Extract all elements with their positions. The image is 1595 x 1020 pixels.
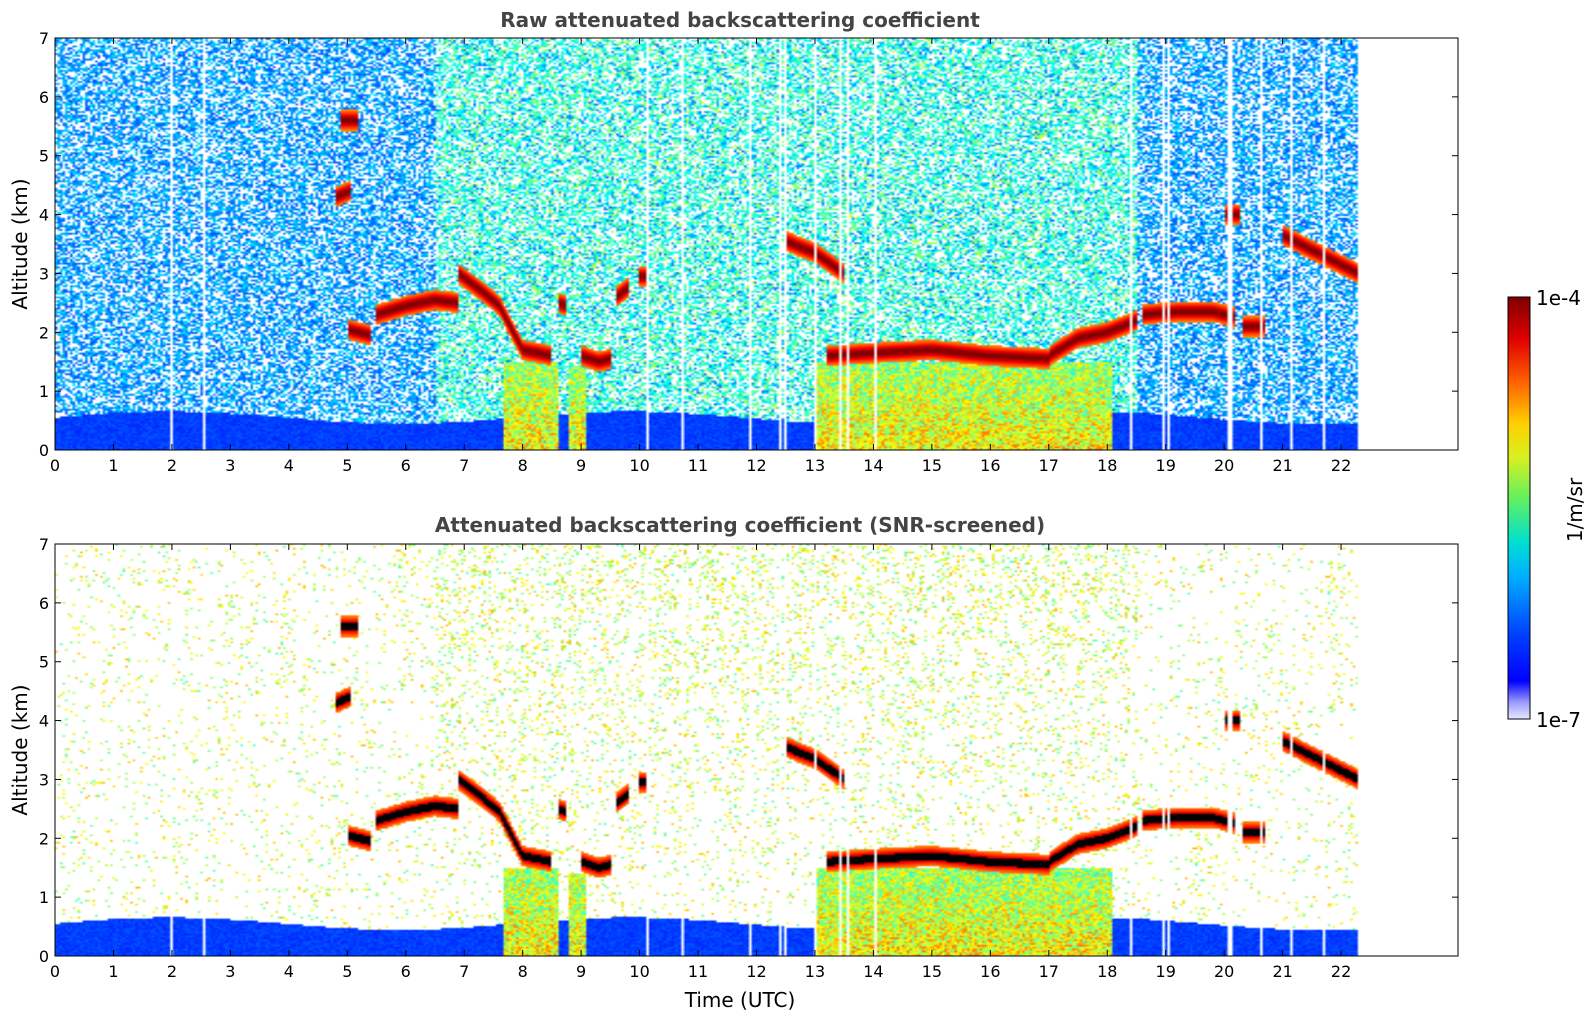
x-tick-label: 3 (225, 456, 235, 475)
heatmap-image-screened (55, 544, 1458, 956)
y-tick-label: 0 (39, 947, 49, 966)
y-axis-label-raw: Altitude (km) (8, 178, 32, 309)
panel-raw: Raw attenuated backscattering coefficien… (8, 8, 1459, 475)
x-tick-label: 18 (1097, 962, 1117, 981)
x-tick-label: 1 (108, 456, 118, 475)
y-tick-label: 5 (39, 653, 49, 672)
y-tick-label: 4 (39, 712, 49, 731)
y-tick-label: 7 (39, 535, 49, 554)
colorbar-min-label: 1e-7 (1536, 708, 1581, 732)
x-tick-label: 6 (401, 962, 411, 981)
x-tick-label: 7 (459, 456, 469, 475)
x-tick-label: 20 (1214, 962, 1234, 981)
y-axis-raw: 0 1 2 3 4 5 6 7 (39, 29, 1458, 460)
y-tick-label: 6 (39, 88, 49, 107)
x-tick-label: 0 (50, 456, 60, 475)
y-tick-label: 6 (39, 594, 49, 613)
x-tick-label: 20 (1214, 456, 1234, 475)
x-tick-label: 13 (805, 962, 825, 981)
heatmap-image-raw (55, 38, 1458, 450)
chart-title-raw: Raw attenuated backscattering coefficien… (500, 8, 980, 32)
y-tick-label: 1 (39, 382, 49, 401)
y-tick-label: 3 (39, 264, 49, 283)
x-tick-label: 22 (1331, 456, 1351, 475)
panel-screened: Attenuated backscattering coefficient (S… (8, 513, 1459, 1012)
y-tick-label: 7 (39, 29, 49, 48)
x-tick-label: 13 (805, 456, 825, 475)
x-tick-label: 22 (1331, 962, 1351, 981)
y-tick-label: 3 (39, 770, 49, 789)
x-tick-label: 7 (459, 962, 469, 981)
x-tick-label: 8 (518, 962, 528, 981)
x-tick-label: 15 (922, 456, 942, 475)
x-tick-label: 2 (167, 456, 177, 475)
y-tick-label: 2 (39, 829, 49, 848)
x-axis-label: Time (UTC) (684, 988, 796, 1012)
x-tick-label: 14 (863, 962, 883, 981)
x-tick-label: 19 (1156, 962, 1176, 981)
y-tick-label: 1 (39, 888, 49, 907)
x-tick-label: 21 (1272, 962, 1292, 981)
y-tick-label: 4 (39, 206, 49, 225)
x-tick-label: 5 (342, 456, 352, 475)
x-tick-label: 9 (576, 962, 586, 981)
y-tick-label: 5 (39, 147, 49, 166)
x-tick-label: 16 (980, 456, 1000, 475)
colorbar-max-label: 1e-4 (1536, 286, 1581, 310)
y-tick-label: 2 (39, 323, 49, 342)
x-tick-label: 5 (342, 962, 352, 981)
x-tick-label: 12 (746, 962, 766, 981)
x-tick-label: 4 (284, 456, 294, 475)
x-tick-label: 15 (922, 962, 942, 981)
x-axis-raw: 0 1 2 3 4 5 6 7 8 9 10 11 12 13 14 15 16 17 18 19 20 21 22 (50, 38, 1351, 475)
x-tick-label: 3 (225, 962, 235, 981)
x-tick-label: 6 (401, 456, 411, 475)
y-axis-label-screened: Altitude (km) (8, 684, 32, 815)
colorbar-unit-label: 1/m/sr (1563, 477, 1587, 542)
x-tick-label: 4 (284, 962, 294, 981)
x-tick-label: 11 (688, 962, 708, 981)
x-tick-label: 10 (629, 962, 649, 981)
x-tick-label: 2 (167, 962, 177, 981)
x-tick-label: 17 (1039, 456, 1059, 475)
colorbar: 1e-4 1e-7 1/m/sr (1507, 286, 1587, 732)
x-tick-label: 8 (518, 456, 528, 475)
x-tick-label: 18 (1097, 456, 1117, 475)
colorbar-gradient (1507, 296, 1531, 720)
y-tick-label: 0 (39, 441, 49, 460)
x-tick-label: 17 (1039, 962, 1059, 981)
x-tick-label: 9 (576, 456, 586, 475)
x-tick-label: 19 (1156, 456, 1176, 475)
x-tick-label: 14 (863, 456, 883, 475)
y-axis-screened: 0 1 2 3 4 5 6 7 (39, 535, 1458, 966)
x-tick-label: 10 (629, 456, 649, 475)
x-tick-label: 1 (108, 962, 118, 981)
x-tick-label: 21 (1272, 456, 1292, 475)
x-tick-label: 12 (746, 456, 766, 475)
x-axis-screened: 0 1 2 3 4 5 6 7 8 9 10 11 12 13 14 15 16 17 18 19 20 21 22 (50, 544, 1351, 981)
x-tick-label: 11 (688, 456, 708, 475)
x-tick-label: 16 (980, 962, 1000, 981)
x-tick-label: 0 (50, 962, 60, 981)
chart-title-screened: Attenuated backscattering coefficient (S… (435, 513, 1045, 537)
